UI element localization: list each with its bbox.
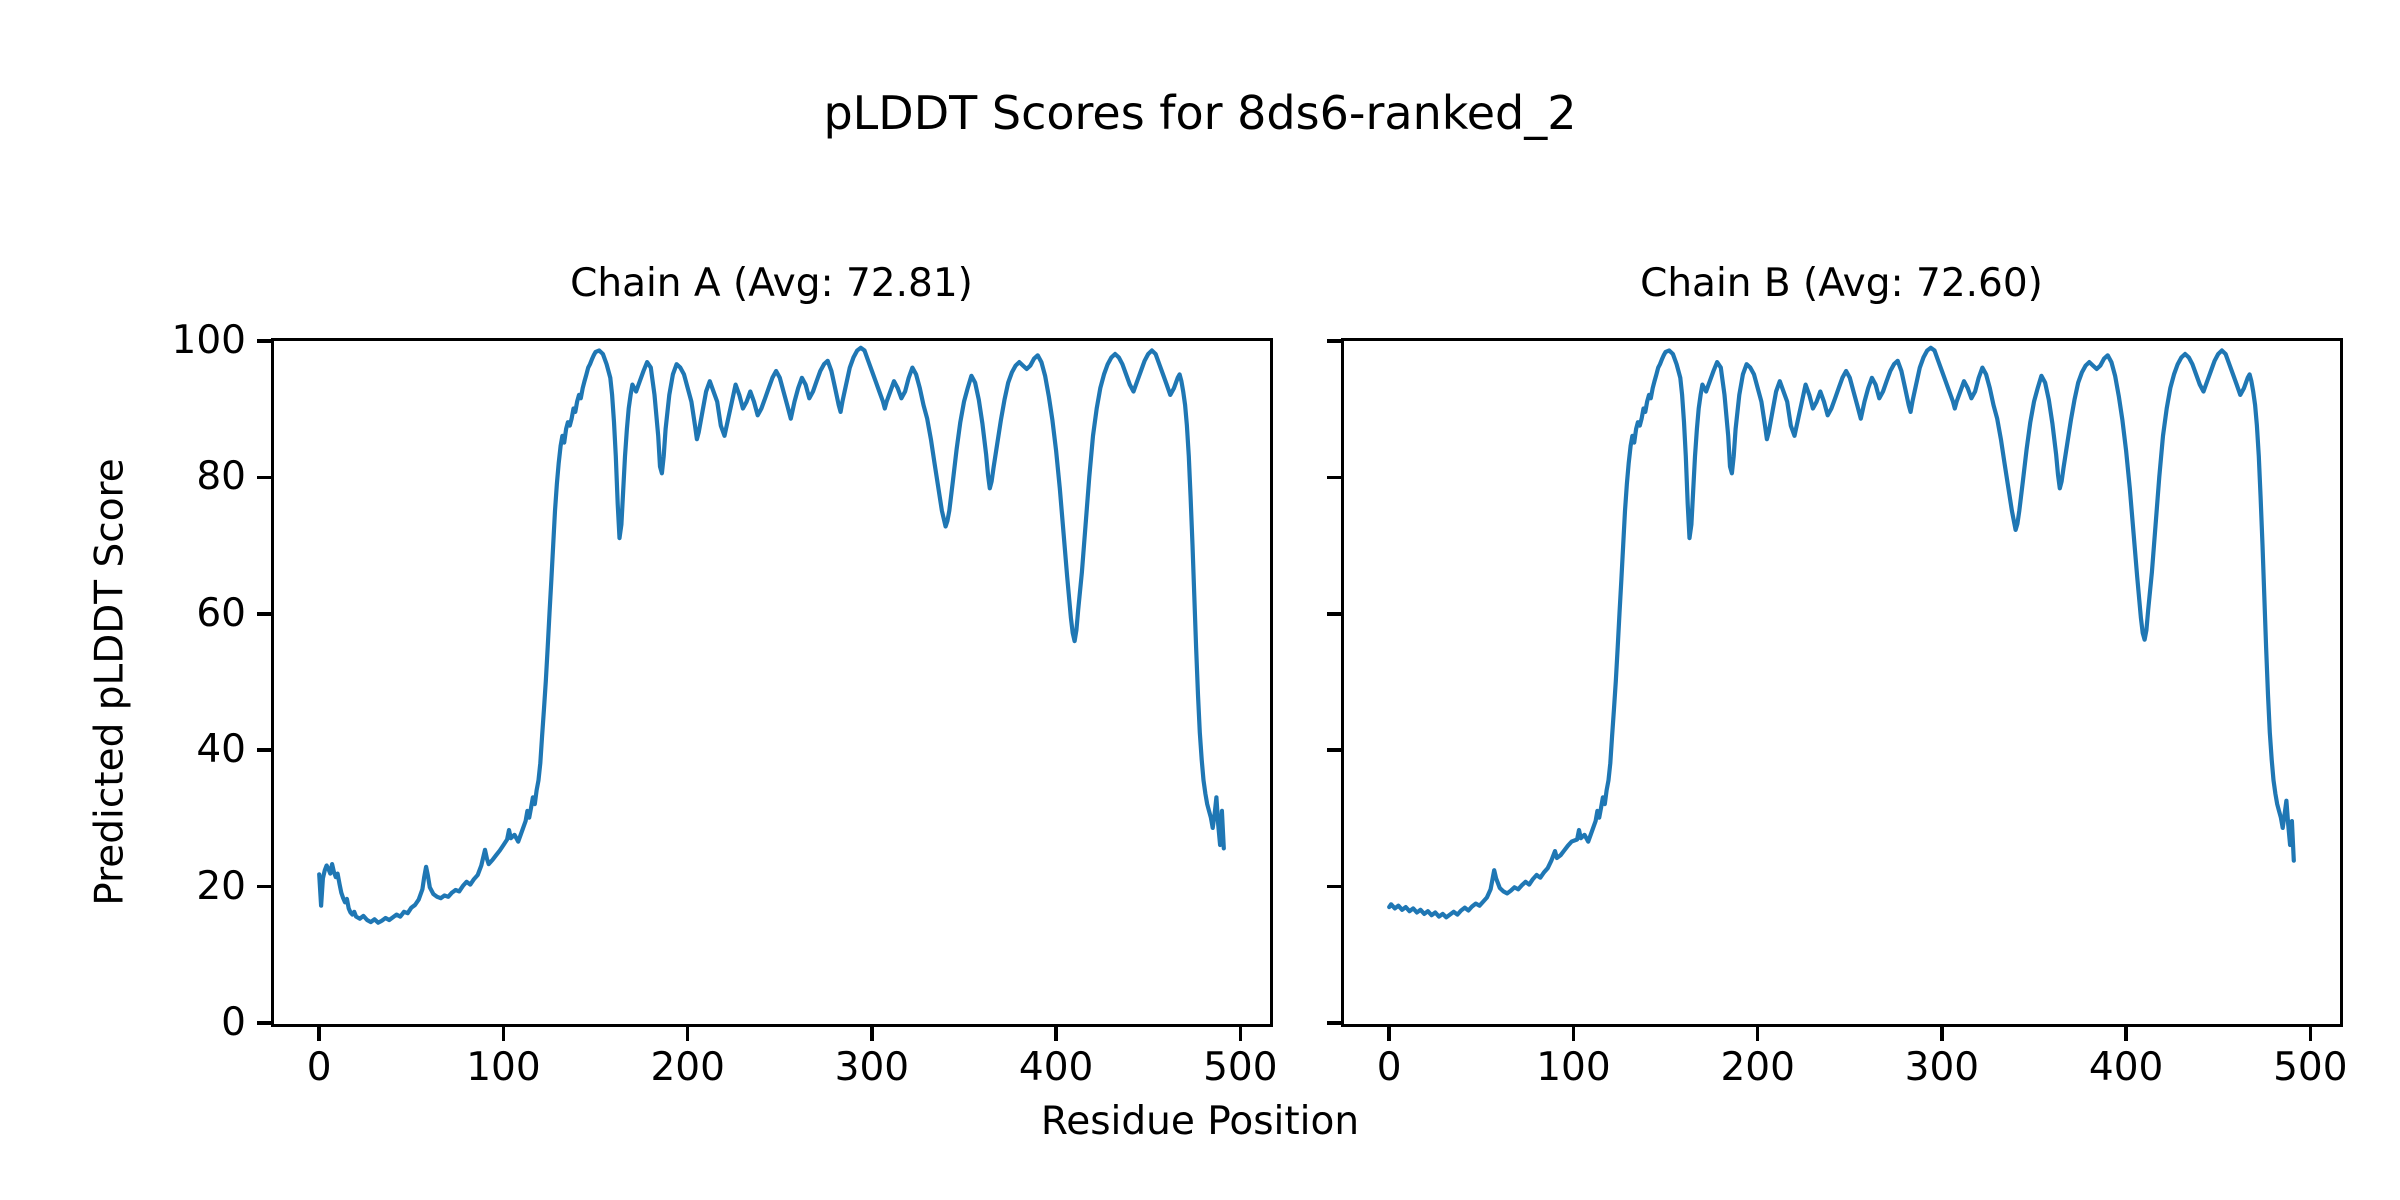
y-tick-label: 0 (221, 1000, 246, 1045)
axes-chain-b (1340, 337, 2343, 1027)
plddt-line-chart-chain-b (1386, 345, 2296, 919)
chain-a-title: Chain A (Avg: 72.81) (570, 261, 973, 306)
plddt-curve-chain-b (1386, 345, 2296, 919)
x-tick (317, 1026, 321, 1041)
figure-title: pLDDT Scores for 8ds6-ranked_2 (823, 86, 1577, 140)
x-tick (501, 1026, 506, 1041)
y-tick (256, 339, 271, 343)
y-tick (1326, 748, 1341, 752)
x-tick-label: 300 (1904, 1045, 1980, 1090)
y-tick-label: 100 (171, 318, 246, 363)
x-tick (1238, 1026, 1243, 1041)
x-tick-label: 0 (1376, 1045, 1402, 1090)
y-axis-label: Predicted pLDDT Score (87, 458, 133, 906)
x-tick-label: 500 (1203, 1045, 1278, 1090)
y-tick (256, 1021, 271, 1025)
y-tick-label: 20 (196, 863, 246, 909)
y-tick (256, 612, 271, 616)
x-tick (1755, 1026, 1760, 1041)
plddt-curve-chain-a (316, 345, 1226, 925)
x-tick (1571, 1026, 1576, 1041)
x-tick-label: 0 (306, 1045, 332, 1090)
x-axis-label: Residue Position (1040, 1099, 1360, 1144)
y-tick (256, 475, 271, 480)
y-tick (1326, 612, 1341, 616)
y-tick (1326, 475, 1341, 480)
y-tick (256, 748, 271, 752)
y-tick (256, 884, 271, 889)
axes-chain-a (270, 337, 1273, 1027)
y-tick-label: 80 (196, 454, 246, 500)
x-tick (1940, 1026, 1944, 1041)
x-tick (685, 1026, 690, 1041)
x-tick-label: 300 (834, 1045, 910, 1090)
x-tick (870, 1026, 874, 1041)
y-tick (1326, 1021, 1341, 1025)
y-tick-label: 60 (196, 590, 246, 636)
x-tick-label: 100 (1536, 1045, 1611, 1090)
x-tick (2124, 1026, 2128, 1041)
x-tick-label: 200 (650, 1045, 725, 1090)
chain-b-title: Chain B (Avg: 72.60) (1640, 261, 2043, 306)
y-tick (1326, 884, 1341, 889)
plddt-line-chart-chain-a (316, 345, 1226, 925)
x-tick (2308, 1026, 2313, 1041)
x-tick (1387, 1026, 1391, 1041)
x-tick-label: 200 (1720, 1045, 1795, 1090)
y-tick (1326, 339, 1341, 343)
x-tick-label: 500 (2273, 1045, 2348, 1090)
y-tick-label: 40 (196, 727, 246, 773)
x-tick (1054, 1026, 1058, 1041)
x-tick-label: 400 (1018, 1045, 1094, 1090)
x-tick-label: 400 (2088, 1045, 2164, 1090)
x-tick-label: 100 (466, 1045, 541, 1090)
